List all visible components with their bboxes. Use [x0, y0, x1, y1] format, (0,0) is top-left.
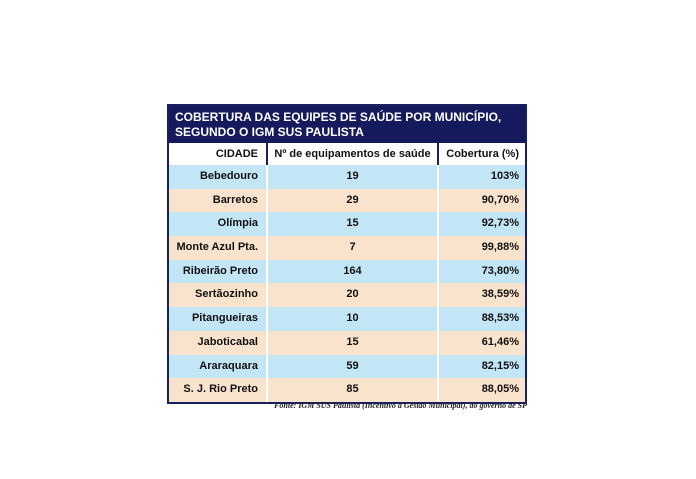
coverage-cell: 73,80%	[481, 264, 519, 277]
coverage-cell: 88,53%	[481, 312, 519, 325]
count-cell: 15	[268, 330, 439, 355]
city-cell: Monte Azul Pta.	[169, 236, 268, 260]
count-cell: 59	[268, 354, 439, 379]
table-header: CIDADE Nº de equipamentos de saúde Cober…	[169, 143, 525, 165]
city-cell: Barretos	[169, 188, 268, 213]
city-cell: Bebedouro	[169, 165, 268, 189]
coverage-cell: 82,15%	[481, 359, 519, 372]
count-cell: 85	[268, 378, 439, 402]
count-cell: 29	[268, 188, 439, 213]
title-line-2: SEGUNDO O IGM SUS PAULISTA	[175, 125, 364, 139]
coverage-cell: 103%	[490, 170, 519, 182]
table-row: Olímpia 15 92,73%	[169, 212, 525, 237]
table-row: Jaboticabal 15 61,46%	[169, 330, 525, 355]
count-cell: 15	[268, 212, 439, 237]
coverage-cell: 99,88%	[481, 241, 519, 254]
title-line-1: COBERTURA DAS EQUIPES DE SAÚDE POR MUNIC…	[175, 110, 502, 124]
city-cell: Sertãozinho	[169, 283, 268, 308]
count-cell: 10	[268, 307, 439, 331]
city-cell: S. J. Rio Preto	[169, 378, 268, 402]
coverage-cell: 88,05%	[481, 383, 519, 396]
table-row: Ribeirão Preto 164 73,80%	[169, 259, 525, 284]
coverage-cell: 61,46%	[481, 335, 519, 348]
table-row: Bebedouro 19 103%	[169, 165, 525, 189]
table-row: Monte Azul Pta. 7 99,88%	[169, 236, 525, 260]
city-cell: Araraquara	[169, 354, 268, 379]
count-cell: 7	[268, 236, 439, 260]
coverage-cell: 90,70%	[481, 193, 519, 206]
source-note: Fonte: IGM SUS Paulista (Incentivo à Ges…	[274, 401, 527, 410]
count-cell: 20	[268, 283, 439, 308]
city-cell: Olímpia	[169, 212, 268, 237]
table-row: Sertãozinho 20 38,59%	[169, 283, 525, 308]
coverage-cell: 92,73%	[481, 217, 519, 230]
city-cell: Jaboticabal	[169, 330, 268, 355]
count-cell: 19	[268, 165, 439, 189]
header-count: Nº de equipamentos de saúde	[268, 143, 439, 165]
header-coverage: Cobertura (%)	[446, 148, 519, 160]
city-cell: Ribeirão Preto	[169, 259, 268, 284]
header-city: CIDADE	[169, 143, 268, 165]
coverage-cell: 38,59%	[481, 288, 519, 301]
table-body: Bebedouro 19 103% Barretos 29 90,70% Olímpia 15…	[169, 165, 525, 402]
table-title: COBERTURA DAS EQUIPES DE SAÚDE POR MUNIC…	[169, 106, 525, 143]
coverage-table: COBERTURA DAS EQUIPES DE SAÚDE POR MUNIC…	[167, 104, 527, 404]
count-cell: 164	[268, 259, 439, 284]
table-row: Araraquara 59 82,15%	[169, 354, 525, 379]
table-row: Barretos 29 90,70%	[169, 188, 525, 213]
city-cell: Pitangueiras	[169, 307, 268, 331]
table-row: S. J. Rio Preto 85 88,05%	[169, 378, 525, 402]
table-row: Pitangueiras 10 88,53%	[169, 307, 525, 331]
